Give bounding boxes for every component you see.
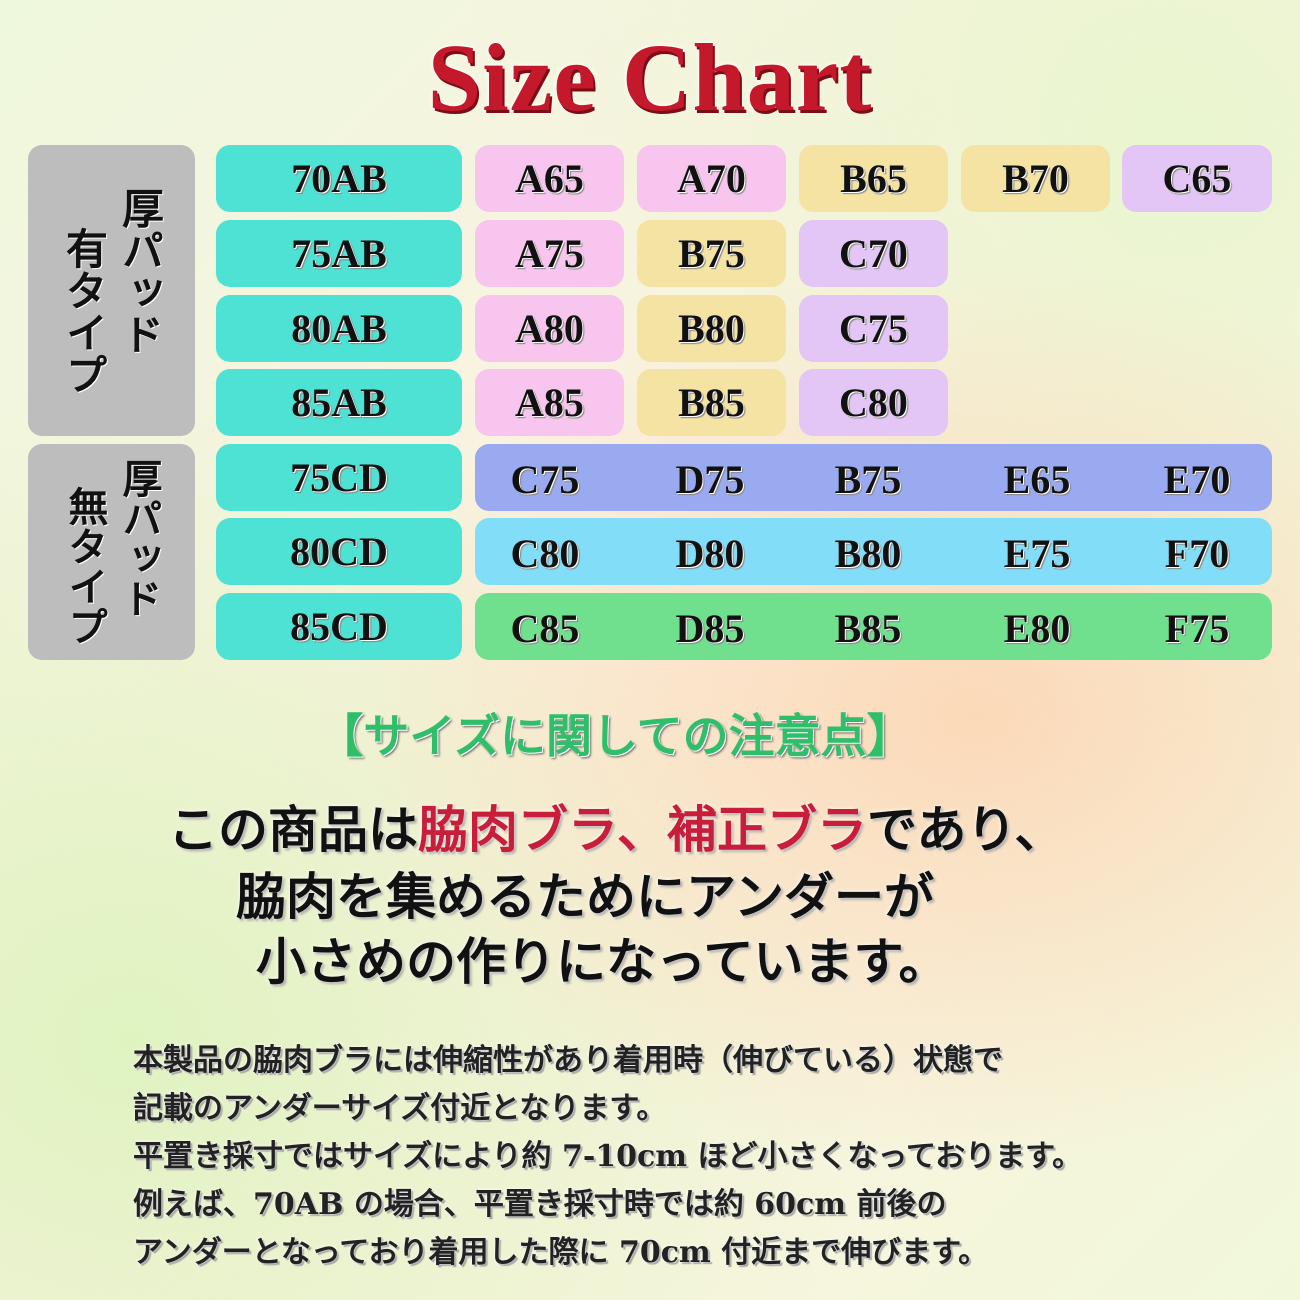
detail-line: 本製品の脇肉ブラには伸縮性があり着用時（伸びている）状態で [133, 1043, 1003, 1078]
band-cell: 85CD [216, 593, 462, 660]
text: 、 [617, 800, 667, 859]
size-cell: B75 [834, 457, 902, 502]
band-cell: 75CD [216, 444, 462, 511]
size-cell: C70 [799, 220, 948, 287]
size-cell: A85 [475, 369, 624, 436]
detail-line: アンダーとなっており着用した際に 70cm 付近まで伸びます。 [133, 1235, 989, 1270]
size-cell: C75 [799, 295, 948, 362]
size-cell: C85 [510, 606, 580, 651]
highlight-text: 補正ブラ [667, 800, 867, 859]
main-text-line-2: 脇肉を集めるためにアンダーが [236, 867, 934, 926]
size-row: C75 D75 B75 E65 E70 [475, 444, 1272, 511]
size-cell: E65 [1003, 457, 1071, 502]
label-col1: 厚パッド [115, 186, 165, 355]
size-cell: E70 [1163, 457, 1231, 502]
size-cell: B80 [637, 295, 786, 362]
size-cell: B85 [834, 606, 902, 651]
band-cell: 85AB [216, 369, 462, 436]
size-row: C80 D80 B80 E75 F70 [475, 518, 1272, 585]
highlight-text: 脇肉ブラ [418, 800, 617, 859]
size-cell: C75 [510, 457, 580, 502]
label-col2: 無タイプ [61, 486, 109, 646]
size-cell: B85 [637, 369, 786, 436]
size-cell: B65 [799, 145, 948, 212]
size-cell: F75 [1164, 606, 1230, 651]
main-text-line-1: この商品は脇肉ブラ、補正ブラであり、 [0, 790, 1300, 862]
page-title: Size Chart [427, 24, 873, 131]
size-cell: B70 [961, 145, 1110, 212]
notes-heading: 【サイズに関しての注意点】 [317, 709, 913, 763]
size-cell: B80 [834, 531, 902, 576]
label-col2: 有タイプ [59, 226, 109, 395]
label-col1: 厚パッド [115, 458, 163, 618]
detail-line: 例えば、70AB の場合、平置き採寸時では約 60cm 前後の [133, 1187, 947, 1222]
detail-line: 平置き採寸ではサイズにより約 7-10cm ほど小さくなっております。 [133, 1139, 1083, 1174]
size-cell: A80 [475, 295, 624, 362]
size-cell: E75 [1003, 531, 1071, 576]
band-cell: 75AB [216, 220, 462, 287]
size-cell: D85 [675, 606, 745, 651]
band-cell: 80AB [216, 295, 462, 362]
size-cell: D80 [675, 531, 745, 576]
size-cell: A65 [475, 145, 624, 212]
size-cell: D75 [675, 457, 745, 502]
size-cell: B75 [637, 220, 786, 287]
text: この商品は [168, 800, 418, 859]
detail-line: 記載のアンダーサイズ付近となります。 [133, 1091, 667, 1126]
size-cell: C65 [1122, 145, 1272, 212]
band-cell: 70AB [216, 145, 462, 212]
text: であり、 [867, 800, 1065, 859]
size-cell: C80 [510, 531, 580, 576]
size-cell: C80 [799, 369, 948, 436]
size-cell: F70 [1164, 531, 1230, 576]
size-cell: E80 [1003, 606, 1071, 651]
size-cell: A75 [475, 220, 624, 287]
group-label-padded: 厚パッド 有タイプ [28, 145, 195, 436]
size-cell: A70 [637, 145, 786, 212]
group-label-unpadded: 厚パッド 無タイプ [28, 444, 195, 660]
main-text-line-3: 小さめの作りになっています。 [256, 932, 949, 991]
band-cell: 80CD [216, 518, 462, 585]
group-label-text: 厚パッド 有タイプ [56, 187, 168, 395]
group-label-text: 厚パッド 無タイプ [58, 458, 166, 646]
size-row: C85 D85 B85 E80 F75 [475, 593, 1272, 660]
